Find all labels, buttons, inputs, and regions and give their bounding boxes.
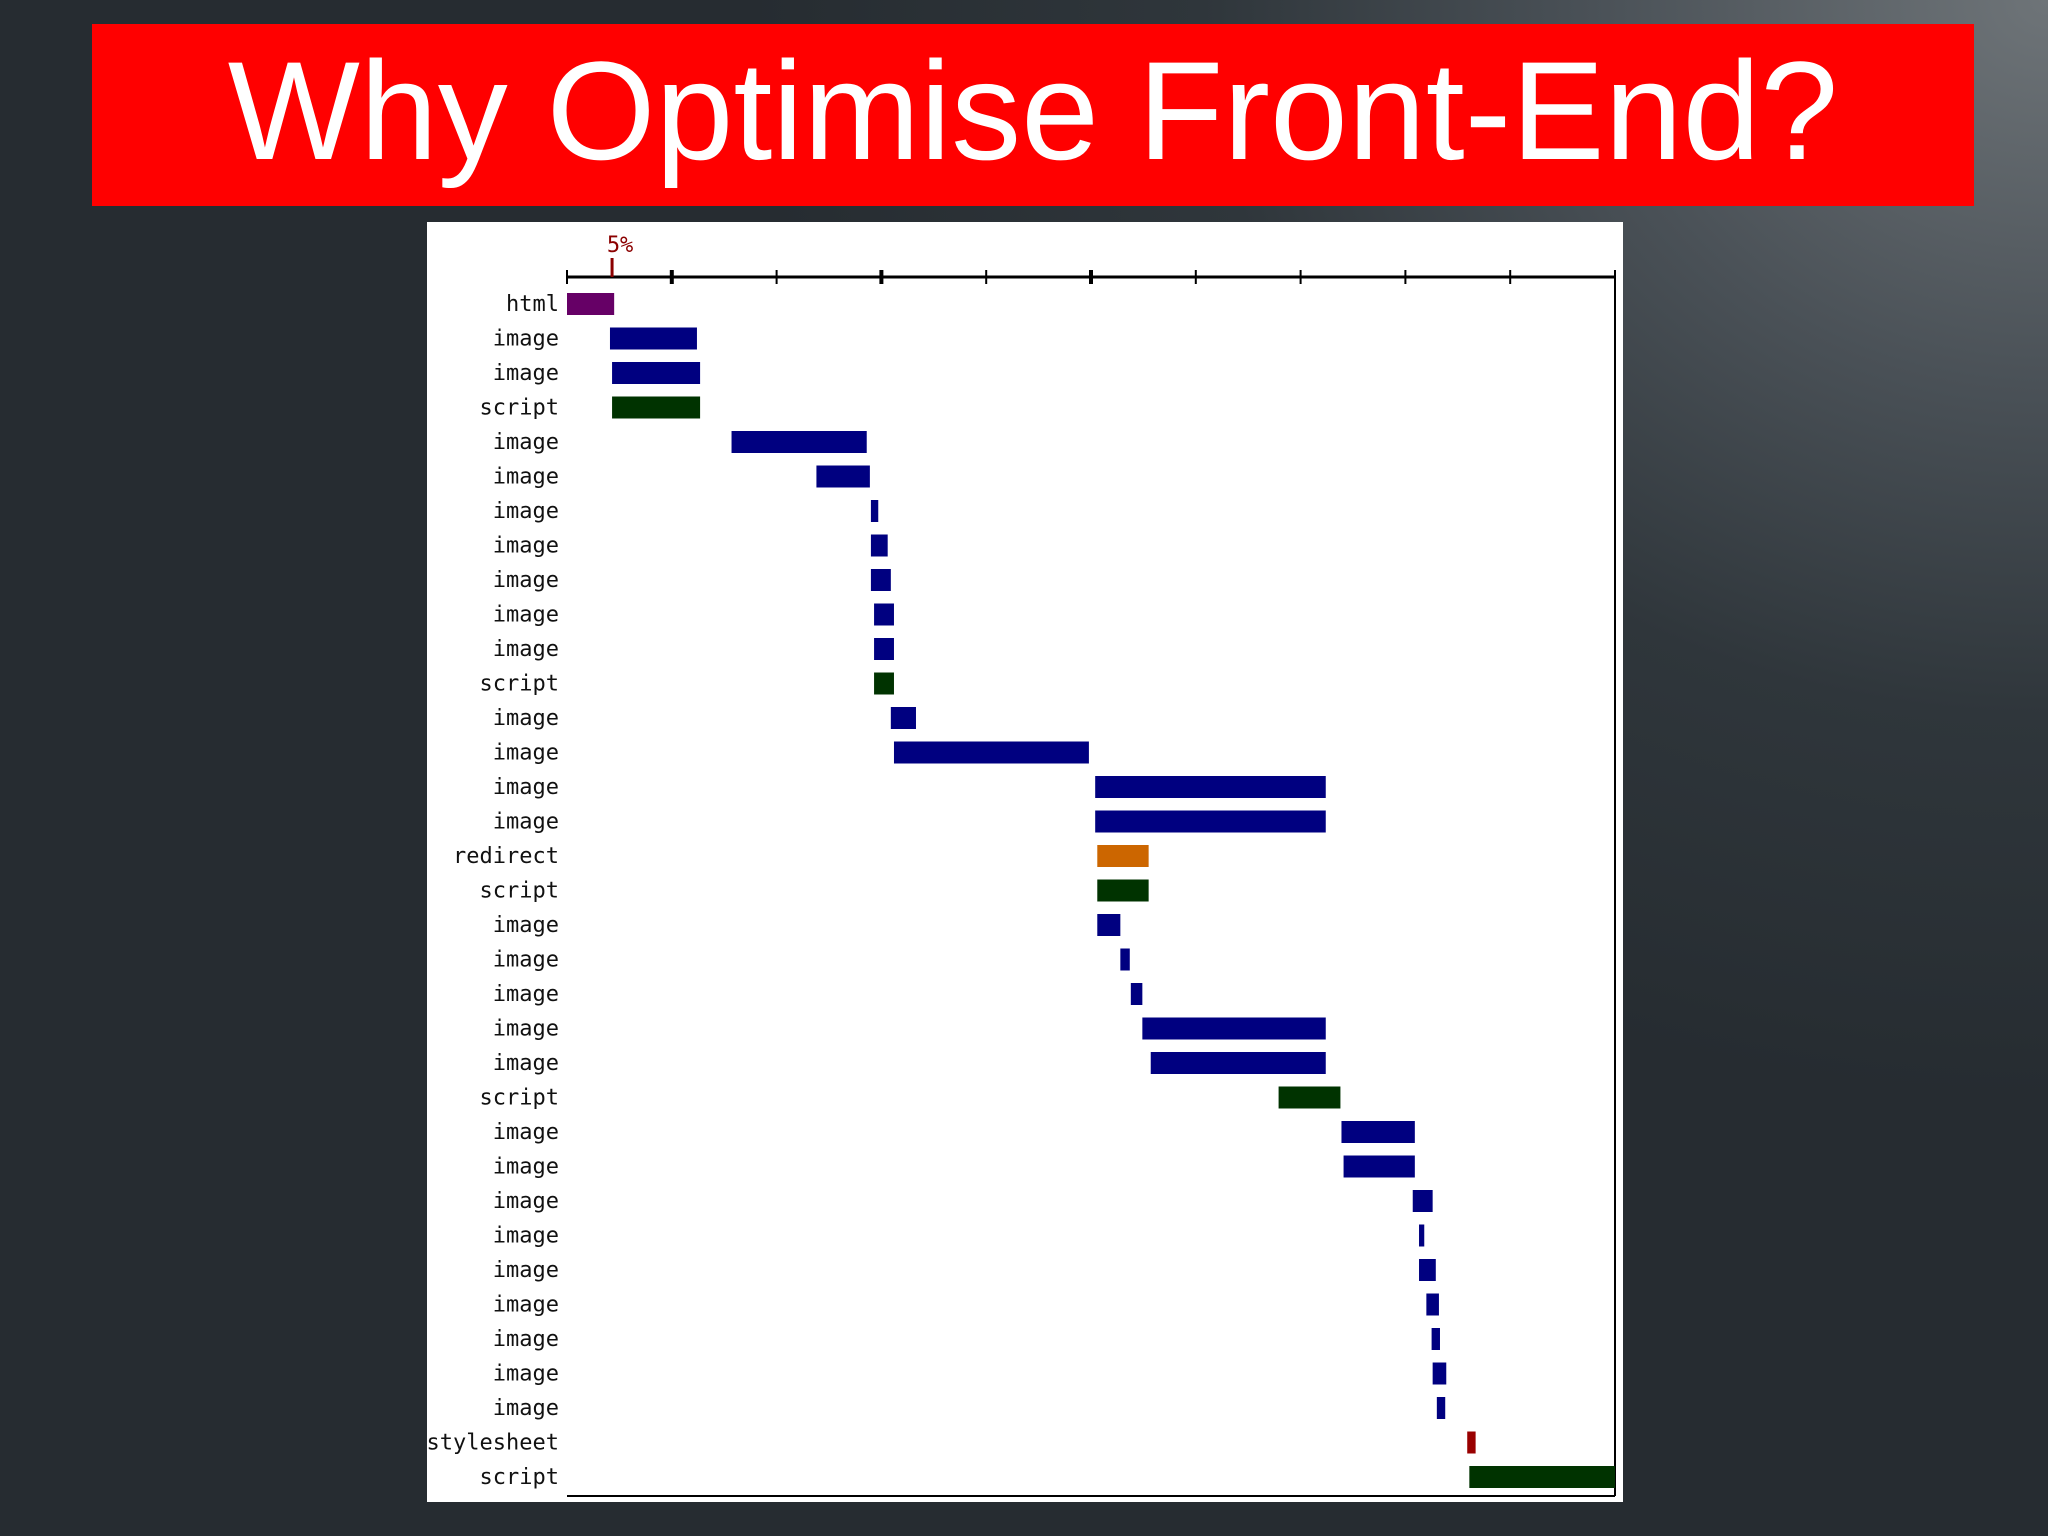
bar-script [612, 396, 701, 419]
bar-image [1095, 810, 1326, 833]
row-label: image [493, 1327, 559, 1352]
row-label: image [493, 568, 559, 593]
bar-image [1431, 1328, 1440, 1350]
slide-title: Why Optimise Front-End? [227, 32, 1839, 189]
row-label: image [493, 982, 559, 1007]
row-label: script [480, 672, 559, 697]
row-label: image [493, 1362, 559, 1387]
bar-image [874, 638, 894, 660]
bar-image [870, 534, 888, 557]
bar-image [1419, 1224, 1425, 1247]
row-label: image [493, 1293, 559, 1318]
bar-image [1436, 1397, 1446, 1419]
bar-image [1412, 1190, 1433, 1212]
bar-script [1469, 1466, 1615, 1488]
bar-image [1097, 914, 1121, 936]
row-label: script [480, 1086, 559, 1111]
bar-image [1341, 1121, 1415, 1143]
row-label: script [480, 1465, 559, 1490]
row-label: image [493, 1258, 559, 1283]
row-label: image [493, 430, 559, 455]
bar-redirect [1097, 845, 1149, 867]
bar-image [870, 569, 891, 591]
bar-image [1095, 776, 1326, 798]
bar-image [870, 500, 879, 522]
bar-image [874, 603, 894, 626]
row-label: html [506, 292, 559, 317]
row-label: image [493, 534, 559, 559]
row-label: image [493, 361, 559, 386]
bar-script [874, 672, 894, 695]
row-label: image [493, 948, 559, 973]
row-label: stylesheet [427, 1431, 559, 1456]
bar-image [731, 431, 867, 453]
marker-label: 5% [607, 233, 634, 258]
bar-image [1419, 1259, 1436, 1281]
bar-html [567, 293, 615, 315]
row-label: image [493, 775, 559, 800]
row-label: script [480, 396, 559, 421]
row-label: image [493, 913, 559, 938]
bar-image [609, 327, 697, 350]
waterfall-chart: html image image script image image image image… [427, 233, 1616, 1497]
row-label: image [493, 1051, 559, 1076]
bar-image [612, 362, 701, 384]
row-label: script [480, 879, 559, 904]
row-label: image [493, 1224, 559, 1249]
row-label: image [493, 499, 559, 524]
title-banner: Why Optimise Front-End? [92, 24, 1974, 206]
bar-image [1432, 1362, 1447, 1385]
row-label: image [493, 1120, 559, 1145]
bar-stylesheet [1467, 1431, 1476, 1454]
bar-script [1097, 879, 1149, 902]
row-label: image [493, 706, 559, 731]
bar-image [816, 465, 870, 488]
row-label: image [493, 1396, 559, 1421]
bar-image [1426, 1293, 1439, 1316]
bar-image [890, 707, 916, 729]
row-label: image [493, 1189, 559, 1214]
row-label: image [493, 637, 559, 662]
row-label: image [493, 810, 559, 835]
row-label: image [493, 603, 559, 628]
row-label: image [493, 327, 559, 352]
row-label: image [493, 741, 559, 766]
row-label: image [493, 465, 559, 490]
bar-image [1130, 983, 1143, 1005]
bar-image [1142, 1017, 1326, 1040]
bar-script [1278, 1086, 1341, 1109]
row-label: image [493, 1017, 559, 1042]
row-label: redirect [453, 844, 559, 869]
bar-image [893, 741, 1089, 764]
waterfall-chart-panel: html image image script image image image image… [427, 222, 1623, 1502]
row-label: image [493, 1155, 559, 1180]
bar-image [1150, 1052, 1326, 1074]
bar-image [1343, 1155, 1415, 1178]
bar-image [1120, 948, 1130, 971]
